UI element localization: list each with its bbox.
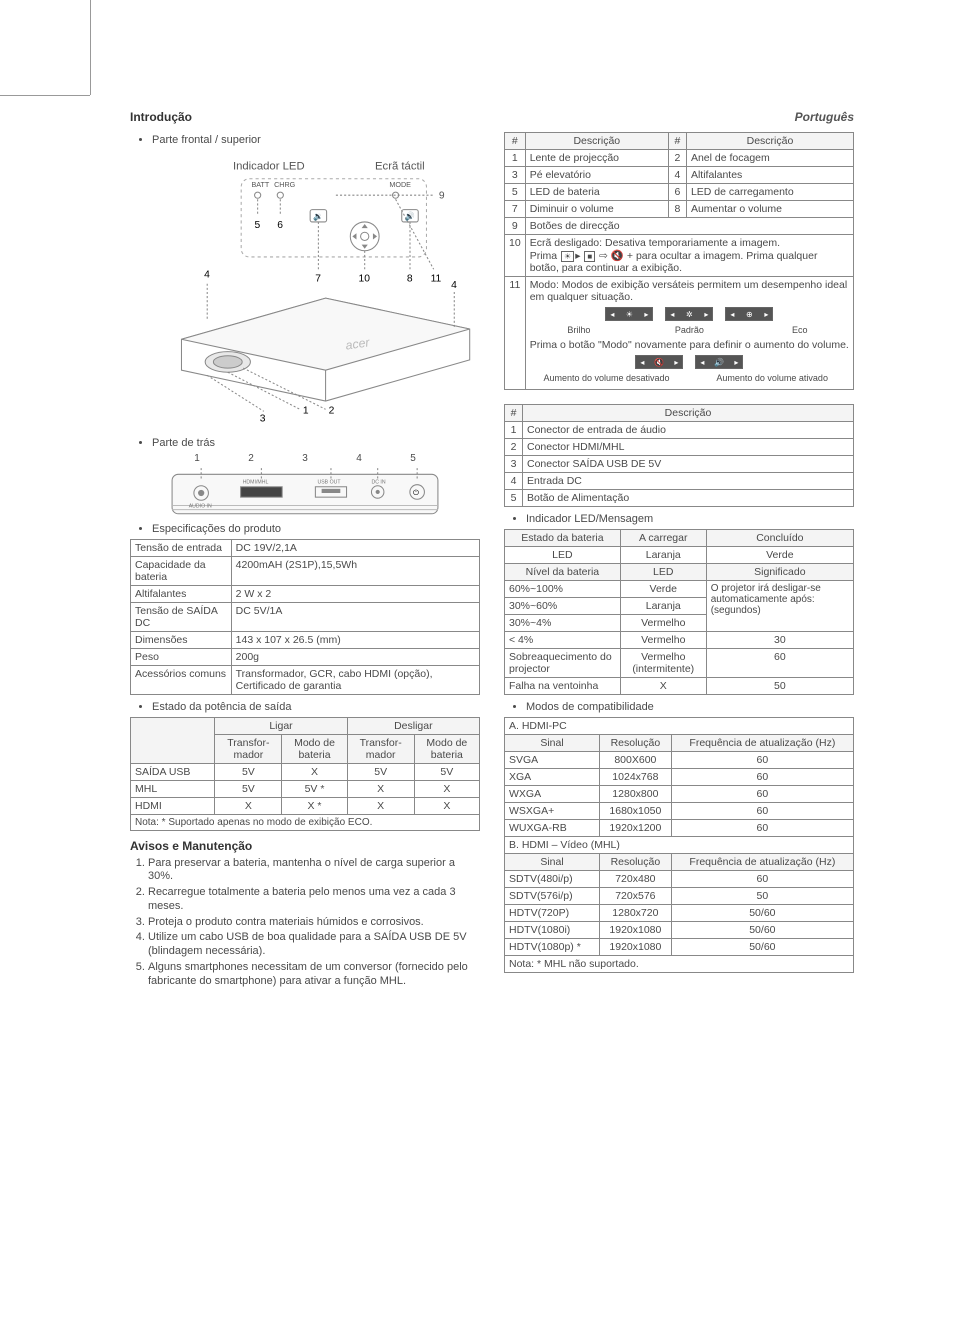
svg-text:Ecrã táctil: Ecrã táctil xyxy=(375,160,425,172)
bullet-led: Indicador LED/Mensagem xyxy=(526,513,854,525)
svg-text:9: 9 xyxy=(439,190,445,201)
specs-table: Tensão de entradaDC 19V/2,1A Capacidade … xyxy=(130,539,480,695)
svg-text:8: 8 xyxy=(407,274,413,285)
vol-on-icon: ◂🔊▸ xyxy=(695,355,743,369)
svg-text:AUDIO IN: AUDIO IN xyxy=(189,503,212,509)
svg-text:3: 3 xyxy=(260,414,266,422)
svg-text:USB OUT: USB OUT xyxy=(317,479,341,485)
mode-eco-icon: ◂⊕▸ xyxy=(725,307,773,321)
rear-desc-table: #Descrição 1Conector de entrada de áudio… xyxy=(504,404,854,507)
svg-text:BATT: BATT xyxy=(251,180,269,189)
front-desc-table: #Descrição#Descrição 1Lente de projecção… xyxy=(504,132,854,390)
svg-text:6: 6 xyxy=(277,220,283,231)
row10-text-b: Prima xyxy=(530,250,557,262)
svg-text:MODE: MODE xyxy=(389,180,411,189)
corner-line-horizontal xyxy=(0,95,90,96)
svg-text:HDMI/MHL: HDMI/MHL xyxy=(243,479,269,485)
svg-text:5: 5 xyxy=(255,220,261,231)
svg-text:2: 2 xyxy=(329,405,335,416)
section-title: Introdução xyxy=(130,110,192,124)
front-diagram: Indicador LED Ecrã táctil BATT CHRG MODE… xyxy=(130,154,480,422)
svg-text:🔊: 🔊 xyxy=(405,211,415,222)
bullet-specs: Especificações do produto xyxy=(152,523,480,535)
warnings-title: Avisos e Manutenção xyxy=(130,839,480,853)
mode-bright-icon: ◂☀▸ xyxy=(605,307,653,321)
rear-diagram: AUDIO IN HDMI/MHL USB OUT DC IN ⏻ xyxy=(170,466,440,518)
corner-line-vertical xyxy=(90,0,91,95)
rear-callout-row: 12345 xyxy=(170,453,440,464)
svg-text:Indicador LED: Indicador LED xyxy=(233,160,305,172)
power-state-table: Ligar Desligar Transfor- mador Modo de b… xyxy=(130,717,480,831)
language-label: Português xyxy=(795,110,854,128)
warnings-list: Para preservar a bateria, mantenha o nív… xyxy=(130,857,480,989)
svg-text:⏻: ⏻ xyxy=(413,488,419,497)
row10-text-a: Ecrã desligado: Desativa temporariamente… xyxy=(530,237,780,249)
mode-std-icon: ◂✲▸ xyxy=(665,307,713,321)
svg-text:🔉: 🔉 xyxy=(313,212,323,222)
led-table: Estado da bateriaA carregarConcluído LED… xyxy=(504,529,854,695)
svg-text:4: 4 xyxy=(451,280,457,291)
svg-text:11: 11 xyxy=(431,274,442,285)
svg-text:4: 4 xyxy=(204,270,210,281)
vol-off-icon: ◂🔇▸ xyxy=(635,355,683,369)
bullet-compat: Modos de compatibilidade xyxy=(526,701,854,713)
bullet-power: Estado da potência de saída xyxy=(152,701,480,713)
brightness-icon: ☀ xyxy=(561,251,574,262)
svg-text:CHRG: CHRG xyxy=(274,180,296,189)
bullet-front: Parte frontal / superior xyxy=(152,134,480,146)
bullet-rear: Parte de trás xyxy=(152,437,480,449)
svg-text:DC IN: DC IN xyxy=(371,479,385,485)
row11-text-b: Prima o botão "Modo" novamente para defi… xyxy=(530,339,849,351)
svg-text:7: 7 xyxy=(315,274,321,285)
blank-icon: ■ xyxy=(584,251,595,262)
svg-text:10: 10 xyxy=(359,274,371,285)
row11-text-a: Modo: Modos de exibição versáteis permit… xyxy=(530,279,848,303)
svg-text:1: 1 xyxy=(303,405,309,416)
compat-table: A. HDMI-PC SinalResoluçãoFrequência de a… xyxy=(504,717,854,973)
